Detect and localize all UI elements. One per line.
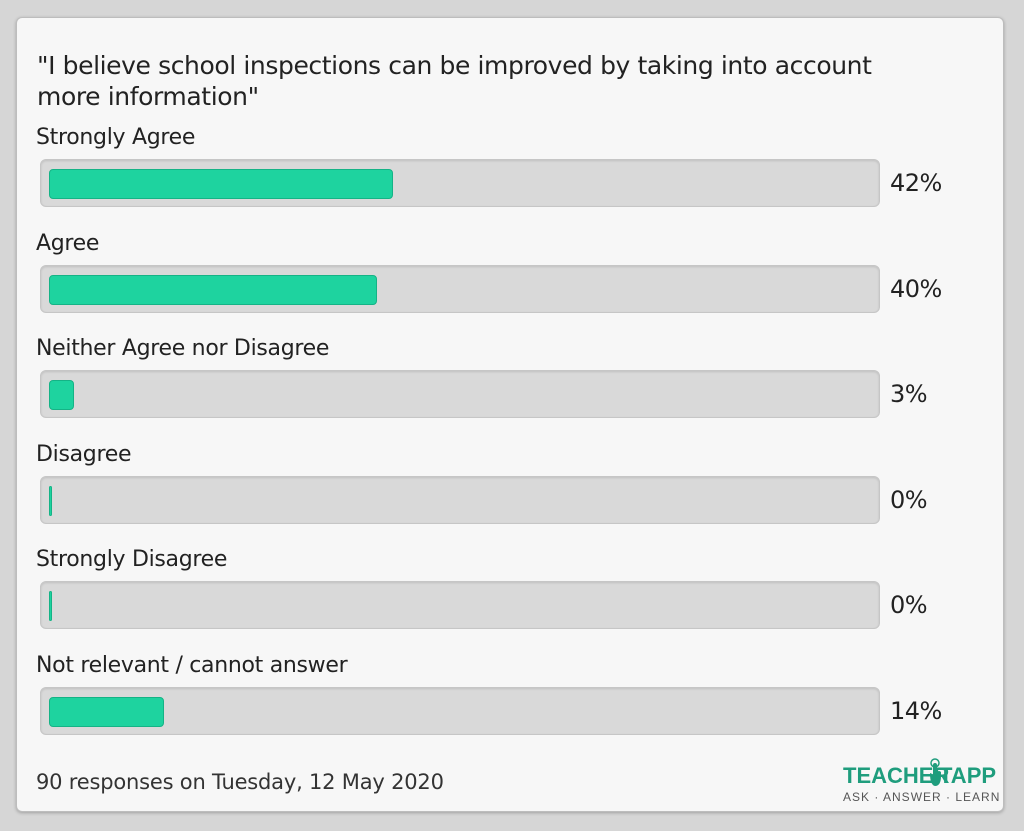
- bar-category-label: Strongly Disagree: [36, 547, 228, 572]
- bar: [49, 274, 377, 305]
- poll-option-row: Neither Agree nor Disagree 3%: [17, 336, 1003, 436]
- bar-value-label: 0%: [890, 591, 928, 619]
- response-summary: 90 responses on Tuesday, 12 May 2020: [36, 770, 444, 794]
- poll-card: "I believe school inspections can be imp…: [16, 17, 1004, 812]
- poll-option-row: Not relevant / cannot answer 14%: [17, 653, 1003, 753]
- bar-category-label: Agree: [36, 230, 100, 256]
- logo-tagline: ASK · ANSWER · LEARN: [843, 790, 1001, 804]
- bar: [49, 169, 394, 199]
- bar-category-label: Neither Agree nor Disagree: [36, 336, 330, 361]
- bar-value-label: 3%: [890, 380, 928, 408]
- bar-track: [40, 581, 880, 629]
- bar-value-label: 0%: [890, 485, 928, 514]
- bar-track: [40, 159, 880, 207]
- bar-value-label: 14%: [890, 696, 942, 725]
- poll-option-row: Agree 40%: [17, 231, 1003, 331]
- bar: [49, 696, 164, 727]
- bar-track: [40, 264, 880, 313]
- bar-category-label: Disagree: [36, 441, 132, 467]
- bar: [49, 591, 52, 621]
- bar-track: [40, 370, 880, 418]
- bar-track: [40, 686, 880, 735]
- bar-track: [40, 475, 880, 524]
- bar: [49, 485, 52, 516]
- bar-value-label: 40%: [890, 274, 942, 303]
- poll-option-row: Disagree 0%: [17, 442, 1003, 542]
- bar-category-label: Not relevant / cannot answer: [36, 652, 348, 678]
- poll-option-row: Strongly Agree 42%: [17, 125, 1003, 225]
- logo-word-tapp: TAPP: [939, 763, 997, 788]
- bar: [49, 380, 74, 410]
- teacher-tapp-logo: TEACHER TAPP ASK · ANSWER · LEARN: [843, 758, 999, 808]
- poll-option-row: Strongly Disagree 0%: [17, 547, 1003, 647]
- bar-value-label: 42%: [890, 169, 942, 197]
- bar-category-label: Strongly Agree: [36, 125, 196, 150]
- chart-title: "I believe school inspections can be imp…: [37, 51, 872, 111]
- hand-pointer-icon: [930, 758, 941, 786]
